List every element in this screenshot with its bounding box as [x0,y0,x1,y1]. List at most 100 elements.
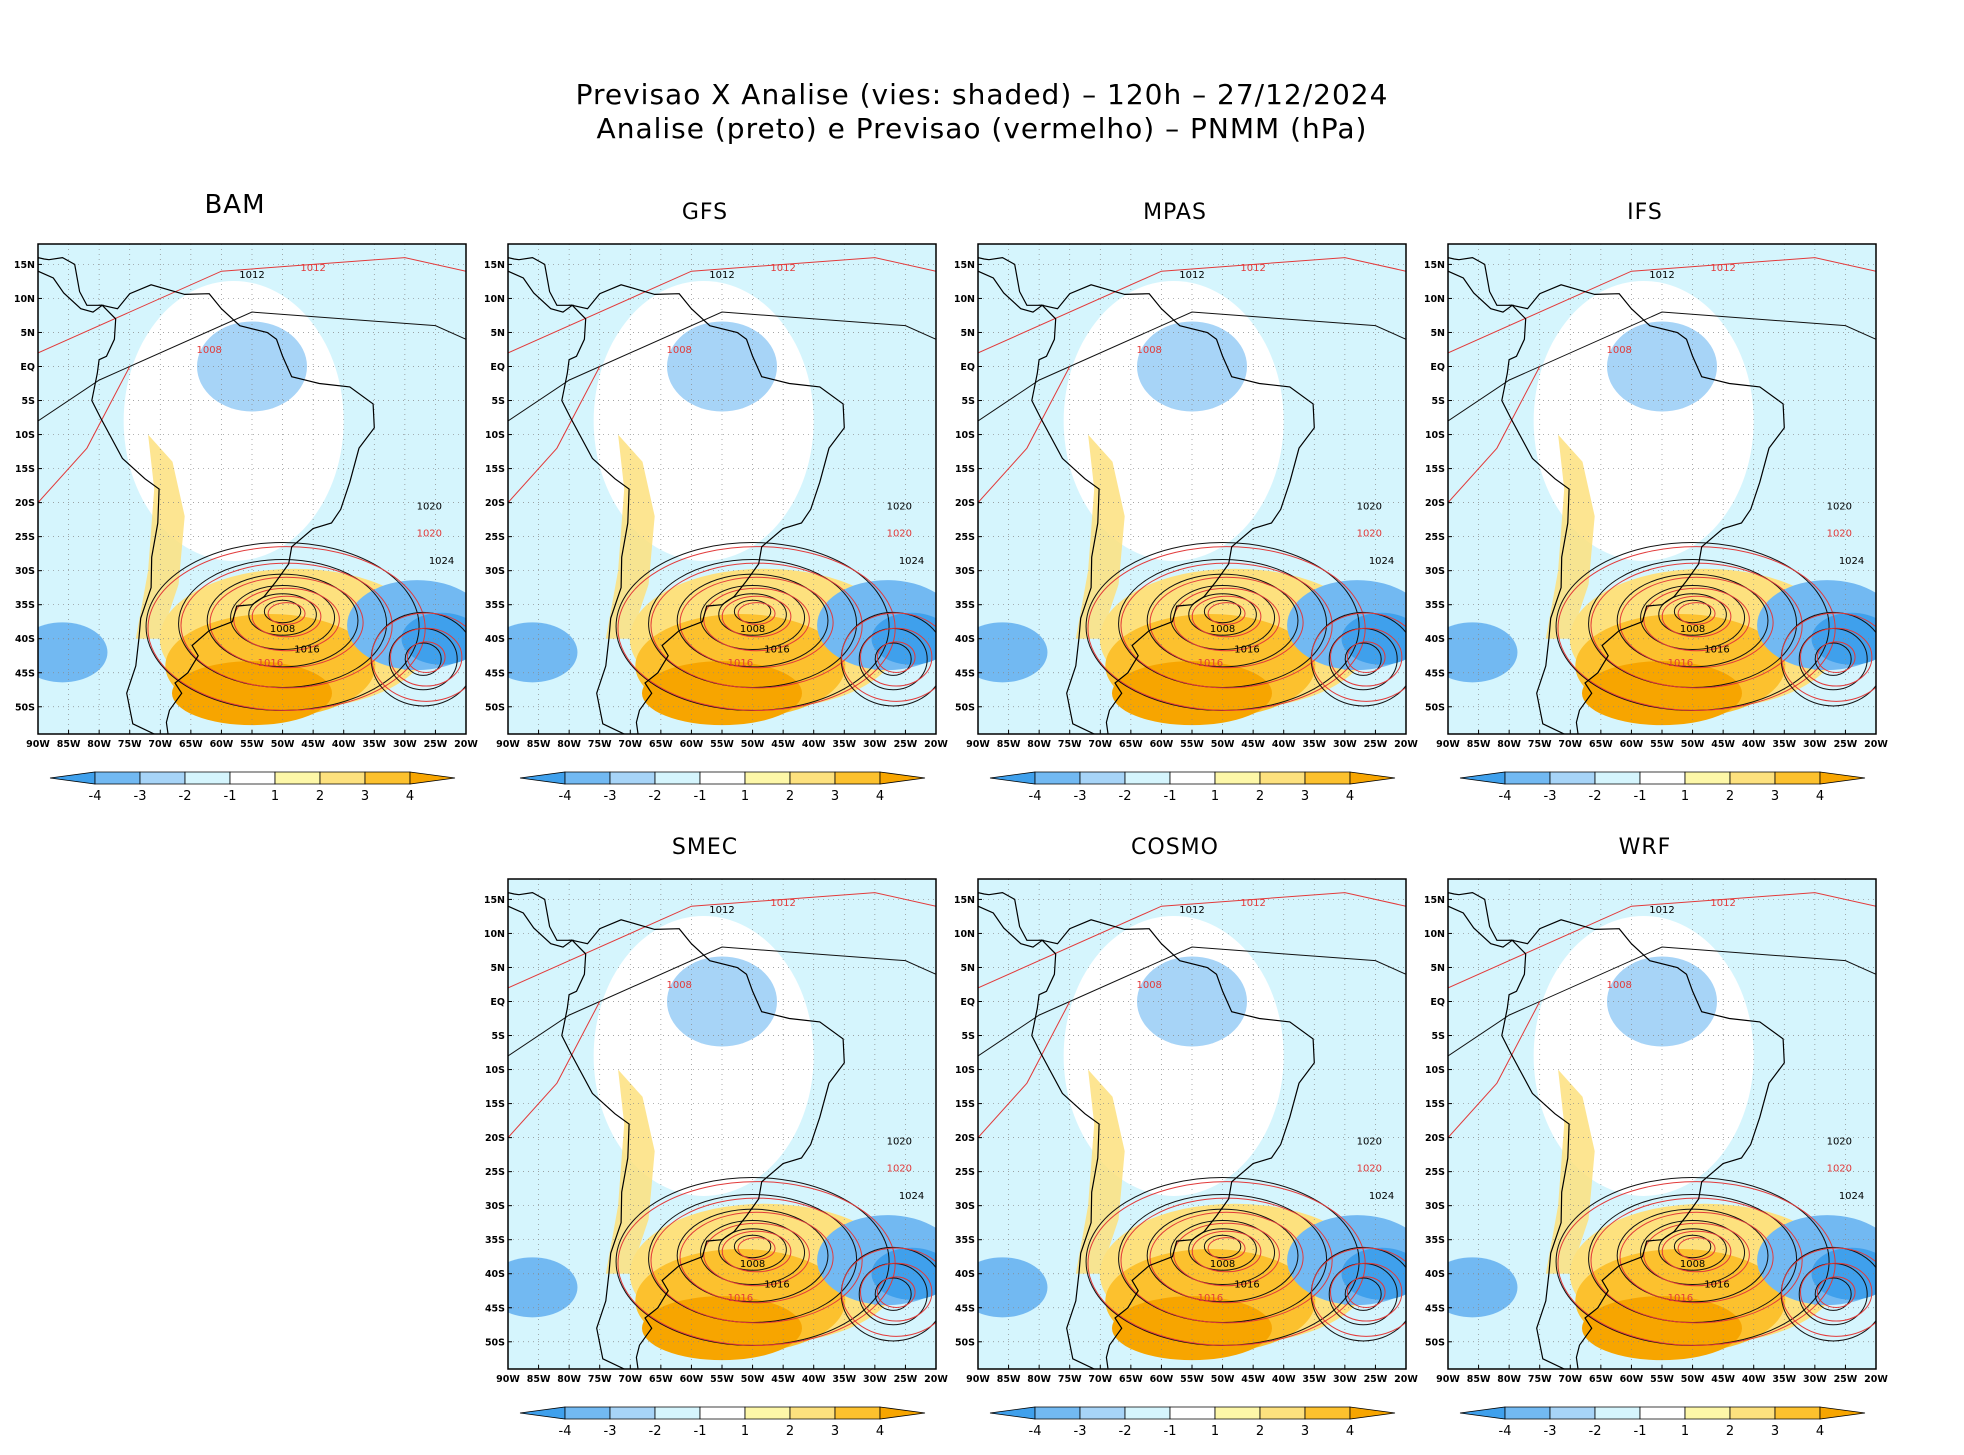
latitude-label: 10N [1424,929,1445,940]
longitude-label: 30W [1333,739,1357,750]
isobar-label-analysis: 1020 [1357,1136,1382,1147]
latitude-label: 35S [955,1235,975,1246]
longitude-label: 85W [997,739,1021,750]
colorbar-tick-label: 2 [1726,1424,1734,1439]
latitude-label: 35S [485,1235,505,1246]
latitude-label: 20S [15,498,35,509]
colorbar-swatch [364,771,411,785]
latitude-label: 15S [485,1099,505,1110]
longitude-label: 20W [1864,1374,1888,1385]
latitude-label: 50S [955,702,975,713]
isobar-label-forecast: 1012 [1240,898,1265,909]
colorbar-swatch [1819,771,1866,785]
colorbar-swatch [49,771,96,785]
model-panel-cosmo: 1008 1012 1016 1020 1024 1012 1008 1020 1016 15N 1… [940,835,1419,1455]
longitude-label: 90W [966,1374,990,1385]
panel-title: SMEC [671,835,739,860]
longitude-label: 20W [1394,1374,1418,1385]
colorbar-swatch [564,771,611,785]
isobar-label-forecast: 1012 [1240,263,1265,274]
longitude-label: 30W [393,739,417,750]
colorbar-tick-label: 1 [1681,789,1689,804]
isobar-label-forecast: 1008 [1606,980,1631,991]
latitude-label: 45S [485,668,505,679]
latitude-label: 10N [954,294,975,305]
isobar-label-analysis: 1012 [1179,905,1204,916]
isobar-label-analysis: 1020 [887,501,912,512]
colorbar-tick-label: 3 [1301,1424,1309,1439]
isobar-label-analysis: 1020 [887,1136,912,1147]
latitude-label: 50S [485,702,505,713]
isobar-label-forecast: 1016 [1198,1293,1223,1304]
colorbar-swatch [1639,771,1686,785]
isobar-label-analysis: 1012 [1179,270,1204,281]
isobar-label-analysis: 1020 [1357,501,1382,512]
colorbar-tick-label: 4 [876,1424,884,1439]
latitude-label: 25S [485,532,505,543]
isobar-label-forecast: 1020 [1357,1164,1382,1175]
colorbar-tick-label: 1 [1681,1424,1689,1439]
longitude-label: 80W [557,1374,581,1385]
longitude-label: 25W [424,739,448,750]
colorbar-swatch [879,1406,926,1420]
colorbar-swatch [1304,771,1351,785]
colorbar-tick-label: -2 [649,1424,662,1439]
latitude-label: 45S [1425,668,1445,679]
isobar-label-forecast: 1016 [728,658,753,669]
isobar-label-analysis: 1024 [1839,1191,1864,1202]
colorbar-swatch [1259,1406,1306,1420]
colorbar-tick-label: -4 [1029,789,1042,804]
latitude-label: 5S [492,396,506,407]
longitude-label: 25W [1364,739,1388,750]
longitude-label: 60W [680,1374,704,1385]
latitude-label: EQ [20,362,35,373]
longitude-label: 45W [1241,1374,1265,1385]
colorbar-swatch [609,771,656,785]
longitude-label: 35W [362,739,386,750]
latitude-label: 5N [490,963,505,974]
colorbar-swatch [699,771,746,785]
longitude-label: 35W [1772,1374,1796,1385]
latitude-label: 35S [1425,1235,1445,1246]
panel-title: MPAS [1143,200,1207,225]
colorbar-tick-label: 1 [271,789,279,804]
colorbar-tick-label: -4 [559,1424,572,1439]
longitude-label: 60W [680,739,704,750]
isobar-label-analysis: 1008 [1210,1259,1235,1270]
longitude-label: 50W [271,739,295,750]
longitude-label: 70W [1558,739,1582,750]
colorbar-swatch [1594,771,1641,785]
longitude-label: 35W [1302,739,1326,750]
isobar-label-forecast: 1020 [1827,529,1852,540]
latitude-label: 10S [485,430,505,441]
panel-title: WRF [1618,835,1672,860]
colorbar-tick-label: 3 [1771,789,1779,804]
longitude-label: 25W [1834,1374,1858,1385]
latitude-label: EQ [1430,362,1445,373]
isobar-label-analysis: 1024 [899,556,924,567]
latitude-label: 35S [955,600,975,611]
isobar-label-forecast: 1016 [1668,658,1693,669]
isobar-label-analysis: 1020 [1827,501,1852,512]
latitude-label: 30S [1425,1201,1445,1212]
latitude-label: 40S [15,634,35,645]
colorbar-swatch [1169,771,1216,785]
longitude-label: 25W [1364,1374,1388,1385]
colorbar-swatch [1214,771,1261,785]
latitude-label: 35S [1425,600,1445,611]
latitude-label: 25S [15,532,35,543]
longitude-label: 50W [1681,739,1705,750]
colorbar-swatch [1729,771,1776,785]
latitude-label: 40S [1425,1269,1445,1280]
latitude-label: 5N [1430,328,1445,339]
colorbar-swatch [1819,1406,1866,1420]
longitude-label: 75W [588,1374,612,1385]
latitude-label: 30S [485,1201,505,1212]
model-panel-wrf: 1008 1012 1016 1020 1024 1012 1008 1020 1016 15N 1… [1410,835,1889,1455]
isobar-label-analysis: 1016 [1234,1279,1259,1290]
latitude-label: 20S [955,1133,975,1144]
longitude-label: 65W [1119,1374,1143,1385]
isobar-label-forecast: 1012 [1710,898,1735,909]
longitude-label: 65W [1119,739,1143,750]
latitude-label: 30S [955,1201,975,1212]
